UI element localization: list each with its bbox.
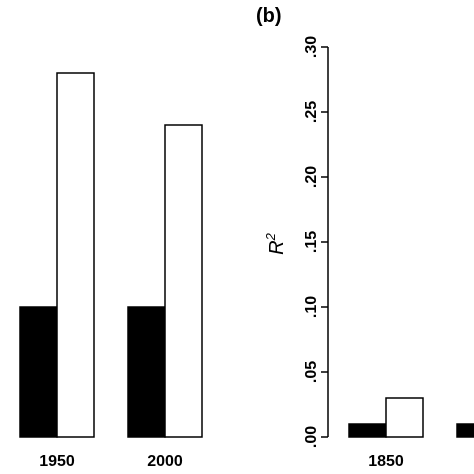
y-tick-label: .10	[303, 296, 320, 318]
bar	[385, 397, 424, 438]
panel-a: 1950 2000	[19, 72, 203, 470]
x-tick-label: 1850	[368, 453, 404, 470]
y-tick-label: .00	[303, 426, 320, 448]
y-axis-title-superscript: 2	[263, 232, 278, 241]
panel-label: (b)	[256, 5, 282, 27]
panel-b: (b) R2 18501.00.05.10.15.20.25.30	[256, 5, 474, 470]
y-tick-label: .25	[303, 101, 320, 123]
y-axis-title: R2	[263, 232, 288, 254]
y-axis-title-base: R	[266, 240, 288, 254]
y-tick-label: .20	[303, 166, 320, 188]
y-tick-label: .15	[303, 231, 320, 253]
bar	[456, 423, 474, 438]
y-tick-label: .05	[303, 361, 320, 383]
x-tick-label: 1950	[39, 453, 75, 470]
bar	[164, 124, 203, 438]
bar	[19, 306, 58, 438]
bar	[56, 72, 95, 438]
y-tick-label: .30	[303, 36, 320, 58]
bar	[348, 423, 387, 438]
x-tick-label: 2000	[147, 453, 183, 470]
bar	[127, 306, 166, 438]
